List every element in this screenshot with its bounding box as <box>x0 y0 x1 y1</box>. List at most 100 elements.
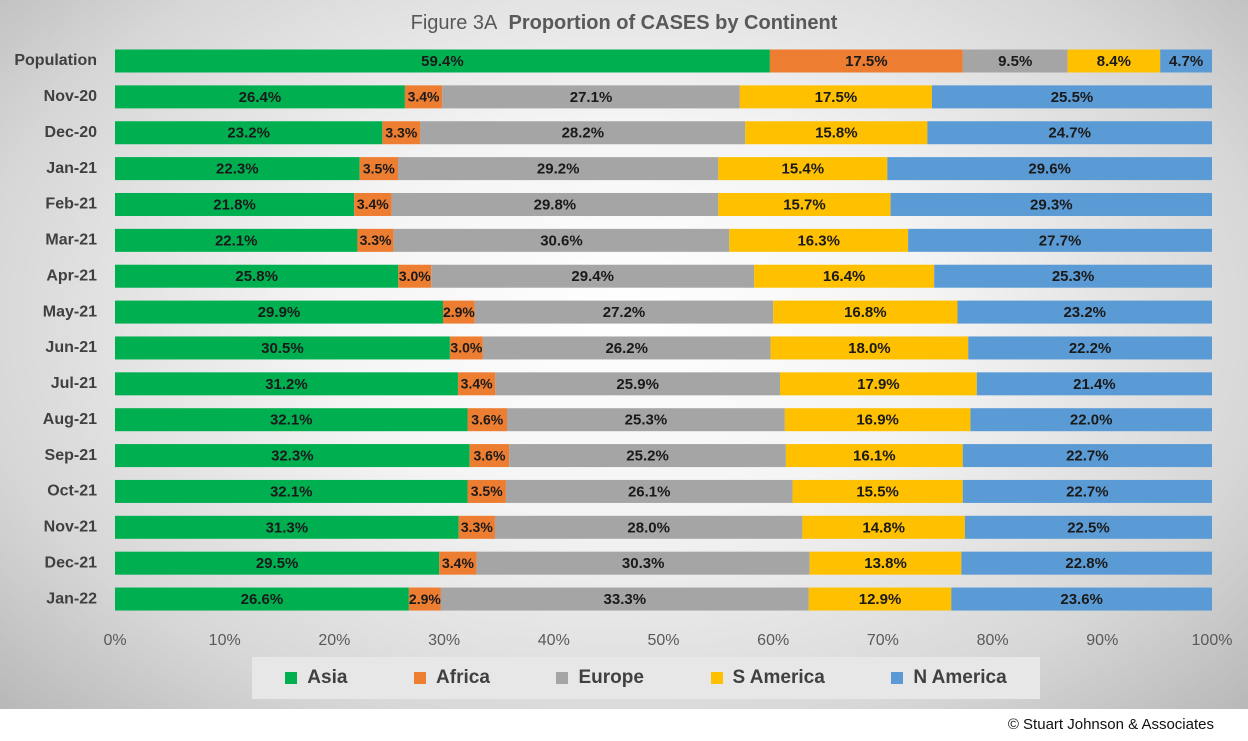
bar-segment-n-america-population <box>1160 49 1212 73</box>
bar-segment-s-america-aug-21 <box>784 408 971 432</box>
bar-segment-s-america-nov-20 <box>739 85 932 109</box>
chart-title: Figure 3A Proportion of CASES by Contine… <box>0 12 1248 35</box>
data-label-asia-nov-21: 31.3% <box>266 519 309 536</box>
category-labels: Population Nov-20 Dec-20 Jan-21 Feb-21 Mar-21… <box>14 52 97 607</box>
bar-segment-europe-aug-21 <box>507 408 785 432</box>
bar-segment-europe-jun-21 <box>482 336 771 360</box>
data-label-africa-jan-22: 2.9% <box>409 591 441 607</box>
data-label-africa-feb-21: 3.4% <box>357 196 389 212</box>
legend-label-s-america: S America <box>732 667 825 688</box>
x-axis-ticks: 0% 10% 20% 30% 40% 50% 60% 70% 80% 90% 100% <box>103 632 1232 649</box>
bar-segment-n-america-jan-22 <box>951 587 1212 611</box>
data-label-s-america-jun-21: 18.0% <box>848 340 891 357</box>
bar-segment-s-america-dec-21 <box>809 551 962 575</box>
bar-segment-asia-feb-21 <box>115 192 355 216</box>
data-label-asia-dec-20: 23.2% <box>227 125 270 142</box>
data-label-europe-may-21: 27.2% <box>603 304 646 321</box>
data-label-asia-mar-21: 22.1% <box>215 232 258 249</box>
bar-segment-europe-mar-21 <box>393 228 730 252</box>
data-label-n-america-may-21: 23.2% <box>1063 304 1106 321</box>
data-label-s-america-apr-21: 16.4% <box>823 268 866 285</box>
bar-segment-s-america-jan-22 <box>808 587 952 611</box>
bar-segment-s-america-jun-21 <box>770 336 969 360</box>
bar-segment-europe-feb-21 <box>391 192 719 216</box>
data-label-s-america-nov-21: 14.8% <box>862 519 905 536</box>
legend-item-s-america: S America <box>710 667 825 689</box>
bar-segment-europe-dec-20 <box>420 121 746 145</box>
data-label-africa-sep-21: 3.6% <box>473 447 505 463</box>
data-label-asia-oct-21: 32.1% <box>270 483 313 500</box>
copyright-notice: © Stuart Johnson & Associates <box>1007 716 1214 733</box>
data-label-n-america-nov-20: 25.5% <box>1051 89 1094 106</box>
x-tick-label-7: 70% <box>867 632 899 649</box>
category-label-jan-22: Jan-22 <box>46 590 97 607</box>
bar-segment-s-america-oct-21 <box>792 479 963 503</box>
data-label-s-america-aug-21: 16.9% <box>856 412 899 429</box>
data-label-n-america-mar-21: 27.7% <box>1039 232 1082 249</box>
data-label-europe-jul-21: 25.9% <box>616 376 659 393</box>
bar-segment-n-america-dec-20 <box>927 121 1212 145</box>
bar-segment-africa-sep-21 <box>469 444 510 468</box>
bar-segment-europe-jul-21 <box>495 372 781 396</box>
bar-segment-asia-aug-21 <box>115 408 468 432</box>
legend-label-europe: Europe <box>578 667 644 688</box>
data-label-s-america-oct-21: 15.5% <box>856 483 899 500</box>
legend-label-asia: Asia <box>307 667 348 688</box>
bar-segment-africa-nov-20 <box>404 85 443 109</box>
bar-segment-n-america-jan-21 <box>887 157 1212 181</box>
data-label-europe-population: 9.5% <box>998 53 1032 70</box>
data-label-europe-jan-21: 29.2% <box>537 161 580 178</box>
x-tick-label-10: 100% <box>1192 632 1233 649</box>
bar-segment-africa-nov-21 <box>458 515 495 539</box>
data-label-europe-nov-21: 28.0% <box>627 519 670 536</box>
bar-segment-africa-population <box>769 49 963 73</box>
data-label-europe-oct-21: 26.1% <box>628 483 671 500</box>
data-label-europe-dec-21: 30.3% <box>622 555 665 572</box>
category-label-dec-21: Dec-21 <box>45 554 98 571</box>
x-tick-label-3: 30% <box>428 632 460 649</box>
legend-label-n-america: N America <box>913 667 1007 688</box>
bar-layer: 59.4% 17.5% 9.5% 8.4% 4.7% 26.4% 3.4% 27.1% 17.5… <box>115 49 1212 611</box>
bar-segment-europe-nov-20 <box>442 85 740 109</box>
data-label-s-america-jan-22: 12.9% <box>859 591 902 608</box>
category-label-jul-21: Jul-21 <box>51 375 97 392</box>
data-label-africa-nov-21: 3.3% <box>461 519 493 535</box>
data-label-n-america-aug-21: 22.0% <box>1070 412 1113 429</box>
bar-segment-asia-jan-22 <box>115 587 409 611</box>
data-label-asia-jan-22: 26.6% <box>241 591 284 608</box>
x-tick-label-6: 60% <box>757 632 789 649</box>
legend-item-europe: Europe <box>556 667 644 689</box>
bar-segment-s-america-mar-21 <box>729 228 909 252</box>
legend-swatch-africa <box>414 672 427 684</box>
bar-segment-s-america-nov-21 <box>802 515 965 539</box>
data-label-s-america-population: 8.4% <box>1097 53 1131 70</box>
bar-segment-africa-jun-21 <box>449 336 483 360</box>
data-label-asia-aug-21: 32.1% <box>270 412 313 429</box>
category-label-mar-21: Mar-21 <box>45 232 97 249</box>
data-label-africa-apr-21: 3.0% <box>399 268 431 284</box>
data-label-asia-jul-21: 31.2% <box>265 376 308 393</box>
data-label-asia-may-21: 29.9% <box>258 304 301 321</box>
bar-segment-asia-dec-21 <box>115 551 440 575</box>
data-label-n-america-jun-21: 22.2% <box>1069 340 1112 357</box>
data-label-n-america-feb-21: 29.3% <box>1030 196 1073 213</box>
bar-segment-africa-jan-21 <box>359 157 399 181</box>
bar-segment-s-america-apr-21 <box>754 264 935 288</box>
category-label-may-21: May-21 <box>43 303 97 320</box>
data-label-s-america-feb-21: 15.7% <box>783 196 826 213</box>
bar-segment-africa-aug-21 <box>467 408 508 432</box>
bar-segment-n-america-nov-20 <box>931 85 1212 109</box>
bar-segment-n-america-feb-21 <box>890 192 1212 216</box>
x-tick-label-9: 90% <box>1086 632 1118 649</box>
data-label-europe-feb-21: 29.8% <box>534 196 577 213</box>
bar-segment-europe-nov-21 <box>494 515 803 539</box>
bar-segment-asia-nov-21 <box>115 515 459 539</box>
data-label-asia-sep-21: 32.3% <box>271 448 314 465</box>
bar-segment-n-america-jun-21 <box>968 336 1212 360</box>
chart-plot: 59.4% 17.5% 9.5% 8.4% 4.7% 26.4% 3.4% 27.1% 17.5… <box>14 49 1232 649</box>
bar-segment-n-america-may-21 <box>957 300 1212 324</box>
bar-segment-s-america-sep-21 <box>785 444 963 468</box>
data-label-europe-dec-20: 28.2% <box>562 125 605 142</box>
bar-segment-africa-jan-22 <box>408 587 441 611</box>
bar-segment-africa-feb-21 <box>354 192 392 216</box>
